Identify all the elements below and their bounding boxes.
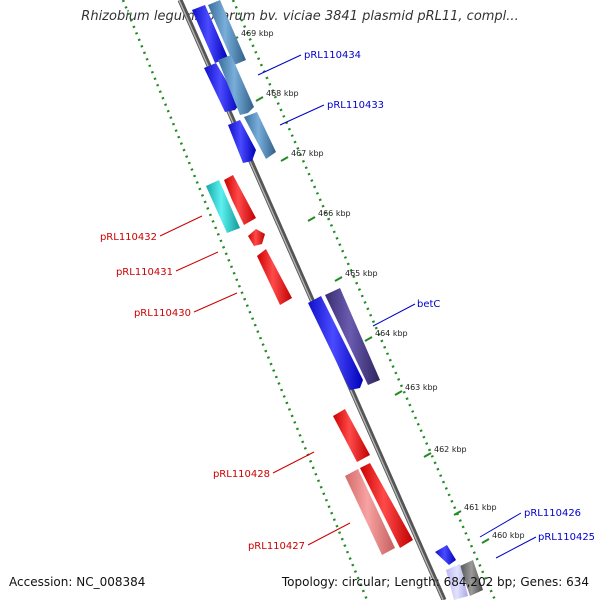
gene-label-pRL110432[interactable]: pRL110432 xyxy=(100,232,157,243)
gene-label-pRL110427[interactable]: pRL110427 xyxy=(248,541,305,552)
gene-arrow-pRL110431[interactable] xyxy=(248,229,265,246)
tick-mark xyxy=(453,510,462,516)
tick-label: 468 kbp xyxy=(266,89,299,98)
topology-text: Topology: circular; xyxy=(281,575,391,589)
gene-arrow-pRL110432-b[interactable] xyxy=(244,112,276,159)
gene-arrow-betC-a[interactable] xyxy=(308,296,363,390)
gene-label-pRL110433[interactable]: pRL110433 xyxy=(327,100,384,111)
tick-mark xyxy=(334,276,343,282)
tick-mark xyxy=(255,96,264,102)
length-text: Length: 684,202 bp; xyxy=(394,575,517,589)
accession-text: Accession: NC_008384 xyxy=(9,575,146,589)
gene-count-text: Genes: 634 xyxy=(520,575,589,589)
leader-pRL110433 xyxy=(279,104,325,126)
gene-arrow-pRL110432[interactable] xyxy=(224,175,256,225)
gene-labels: pRL110434 pRL110433 betC pRL110426 pRL11… xyxy=(100,50,595,552)
tick-label: 465 kbp xyxy=(345,269,378,278)
gene-label-betC[interactable]: betC xyxy=(417,299,440,310)
leader-pRL110432 xyxy=(159,215,203,237)
tick-mark xyxy=(394,390,403,396)
leader-pRL110427 xyxy=(307,522,351,546)
tick-label: 464 kbp xyxy=(375,329,408,338)
tick-mark xyxy=(481,538,490,544)
leader-pRL110426 xyxy=(479,512,522,538)
tick-label: 461 kbp xyxy=(464,503,497,512)
tick-mark xyxy=(364,336,373,342)
gene-arrow-betC-b[interactable] xyxy=(325,288,380,385)
gene-features[interactable] xyxy=(192,0,483,600)
tick-mark xyxy=(307,216,316,222)
tick-label: 469 kbp xyxy=(241,29,274,38)
gene-label-pRL110426[interactable]: pRL110426 xyxy=(524,508,581,519)
gene-arrow-pRL110432-a[interactable] xyxy=(228,120,256,163)
map-summary: Topology: circular; Length: 684,202 bp; Ge… xyxy=(282,575,589,589)
gene-arrow-pRL110434[interactable] xyxy=(192,5,228,63)
gene-arrow-lavender[interactable] xyxy=(446,564,468,600)
gene-arrow-pRL110428[interactable] xyxy=(333,409,370,462)
gene-arrow-pRL110433-b[interactable] xyxy=(218,55,254,115)
gene-arrow-pRL110426[interactable] xyxy=(435,545,456,565)
gene-arrow-pRL110427-pink[interactable] xyxy=(345,469,395,555)
gene-arrow-pRL110427[interactable] xyxy=(360,463,413,548)
gene-arrow-pRL110433-a[interactable] xyxy=(204,63,240,112)
leader-pRL110434 xyxy=(257,54,302,76)
tick-marks: 469 kbp 468 kbp 467 kbp 466 kbp 465 kbp 464 k… xyxy=(230,29,525,544)
tick-label: 466 kbp xyxy=(318,209,351,218)
tick-label: 463 kbp xyxy=(405,383,438,392)
leader-pRL110425 xyxy=(495,536,537,559)
gene-label-pRL110431[interactable]: pRL110431 xyxy=(116,267,173,278)
leader-pRL110430 xyxy=(193,292,238,313)
leader-lines xyxy=(159,54,537,559)
gene-arrow-pRL110430[interactable] xyxy=(257,249,292,305)
leader-pRL110431 xyxy=(175,251,219,272)
inner-dotted-track xyxy=(121,0,369,600)
tick-label: 467 kbp xyxy=(291,149,324,158)
gene-label-pRL110434[interactable]: pRL110434 xyxy=(304,50,361,61)
tick-mark xyxy=(423,452,432,458)
gene-label-pRL110428[interactable]: pRL110428 xyxy=(213,469,270,480)
tick-label: 460 kbp xyxy=(492,531,525,540)
leader-betC xyxy=(372,303,416,327)
gene-arrow-pRL110432-cyan[interactable] xyxy=(206,180,240,233)
tick-mark xyxy=(280,156,289,162)
gene-arrow-pRL110434b[interactable] xyxy=(208,0,246,65)
gene-arrow-pRL110425[interactable] xyxy=(460,560,483,596)
tick-label: 462 kbp xyxy=(434,445,467,454)
track-lines xyxy=(121,0,497,600)
gene-label-pRL110430[interactable]: pRL110430 xyxy=(134,308,191,319)
gene-label-pRL110425[interactable]: pRL110425 xyxy=(538,532,595,543)
leader-pRL110428 xyxy=(272,451,315,474)
